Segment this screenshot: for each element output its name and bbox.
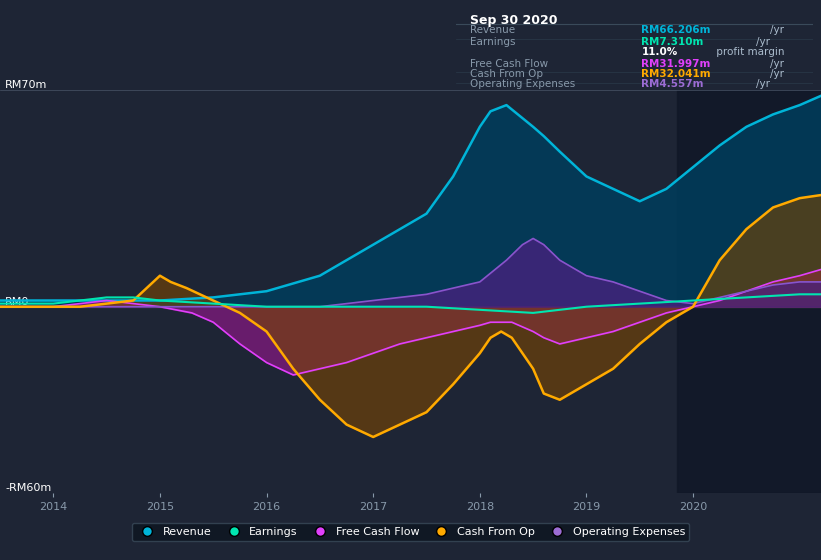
Text: RM70m: RM70m — [5, 80, 48, 90]
Text: RM0: RM0 — [5, 297, 30, 307]
Text: -RM60m: -RM60m — [5, 483, 52, 493]
Text: RM66.206m: RM66.206m — [641, 25, 711, 35]
Text: Free Cash Flow: Free Cash Flow — [470, 59, 548, 68]
Text: Sep 30 2020: Sep 30 2020 — [470, 14, 557, 27]
Text: Operating Expenses: Operating Expenses — [470, 80, 576, 89]
Text: /yr: /yr — [755, 37, 769, 47]
Text: profit margin: profit margin — [713, 47, 784, 57]
Bar — [677, 90, 821, 493]
Text: Revenue: Revenue — [470, 25, 515, 35]
Text: RM4.557m: RM4.557m — [641, 80, 704, 89]
Text: /yr: /yr — [770, 25, 784, 35]
Text: 11.0%: 11.0% — [641, 47, 677, 57]
Legend: Revenue, Earnings, Free Cash Flow, Cash From Op, Operating Expenses: Revenue, Earnings, Free Cash Flow, Cash … — [131, 522, 690, 542]
Text: Cash From Op: Cash From Op — [470, 69, 543, 80]
Text: /yr: /yr — [770, 59, 784, 68]
Text: RM7.310m: RM7.310m — [641, 37, 704, 47]
Text: /yr: /yr — [770, 69, 784, 80]
Text: RM31.997m: RM31.997m — [641, 59, 711, 68]
Text: Earnings: Earnings — [470, 37, 516, 47]
Text: /yr: /yr — [755, 80, 769, 89]
Text: RM32.041m: RM32.041m — [641, 69, 711, 80]
